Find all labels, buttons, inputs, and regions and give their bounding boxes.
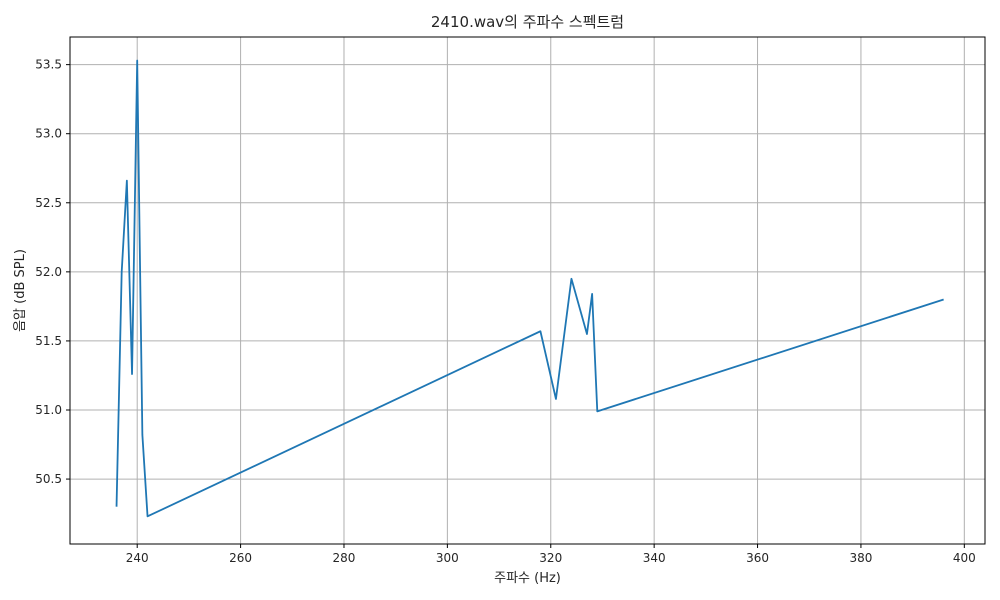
plot-frame xyxy=(69,36,986,545)
y-tick-label: 53.5 xyxy=(35,58,62,72)
x-axis-label: 주파수 (Hz) xyxy=(494,571,561,586)
y-tick-label: 52.0 xyxy=(35,265,62,279)
x-tick-label: 240 xyxy=(126,551,149,565)
y-tick-label: 50.5 xyxy=(35,472,62,486)
x-tick-label: 340 xyxy=(643,551,666,565)
y-axis-label: 음압 (dB SPL) xyxy=(13,249,28,332)
x-tick-label: 380 xyxy=(849,551,872,565)
x-tick-label: 280 xyxy=(333,551,356,565)
y-axis-ticks: 50.5 51.0 51.5 52.0 52.5 53.0 53.5 xyxy=(35,58,70,486)
series-line xyxy=(115,59,944,518)
x-axis-ticks: 240 260 280 300 320 340 360 380 400 xyxy=(126,544,976,565)
y-tick-label: 51.5 xyxy=(35,334,62,348)
x-tick-label: 400 xyxy=(953,551,976,565)
grid-lines xyxy=(70,37,985,544)
x-tick-label: 360 xyxy=(746,551,769,565)
y-tick-label: 52.5 xyxy=(35,196,62,210)
x-tick-label: 320 xyxy=(539,551,562,565)
y-tick-label: 53.0 xyxy=(35,127,62,141)
chart-title: 2410.wav의 주파수 스펙트럼 xyxy=(431,13,624,31)
x-tick-label: 300 xyxy=(436,551,459,565)
y-tick-label: 51.0 xyxy=(35,403,62,417)
series-layer xyxy=(115,59,944,518)
x-tick-label: 260 xyxy=(229,551,252,565)
